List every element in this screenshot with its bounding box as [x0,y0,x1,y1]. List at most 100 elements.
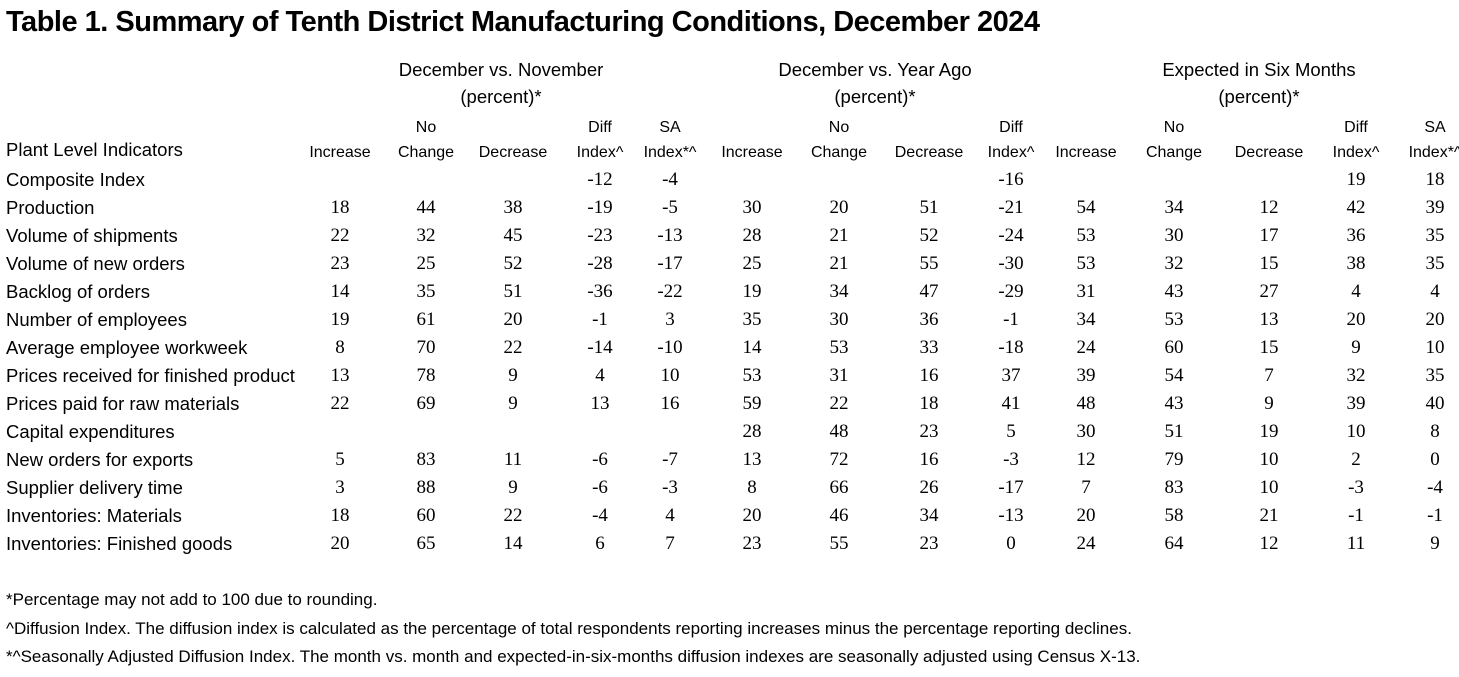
table-cell: 18 [1425,169,1445,190]
table-cell: 39 [1076,365,1096,386]
row-label: Prices received for finished product [6,365,295,386]
table-cell: 11 [503,449,523,470]
column-header-top: Diff [999,119,1023,136]
table-cell: 38 [1346,253,1366,274]
table-cell: 48 [829,421,849,442]
footnote-rounding: *Percentage may not add to 100 due to ro… [6,590,378,609]
column-header-top: No [415,119,437,136]
table-cell: -3 [1003,449,1019,470]
table-cell: 10 [1425,337,1445,358]
column-header-bottom: Index*^ [1408,144,1459,161]
column-header-top: No [1163,119,1185,136]
table-cell: 8 [747,477,757,498]
table-cell: -7 [662,449,678,470]
group-header-month-vs-month: December vs. November (percent)* [386,56,616,110]
table-cell: -1 [592,309,608,330]
table-cell: -17 [657,253,683,274]
table-cell: 24 [1076,337,1096,358]
table-cell: 6 [595,533,605,554]
table-cell: 23 [330,253,350,274]
table-cell: 20 [742,505,762,526]
column-header-bottom: Change [810,144,868,161]
table-cell: 23 [919,421,939,442]
table-cell: 32 [416,225,436,246]
table-cell: 40 [1425,393,1445,414]
table-cell: 19 [742,281,762,302]
table-cell: -19 [587,197,613,218]
table-cell: 35 [1425,365,1445,386]
column-header: Increase [1038,115,1134,165]
table-title: Table 1. Summary of Tenth District Manuf… [6,6,1040,38]
table-cell: 22 [330,393,350,414]
table-cell: 37 [1001,365,1021,386]
table-cell: 14 [330,281,350,302]
table-cell: 59 [742,393,762,414]
table-cell: -10 [657,337,683,358]
table-cell: 13 [330,365,350,386]
table-cell: 53 [1164,309,1184,330]
table-cell: -1 [1427,505,1443,526]
table-cell: 16 [919,365,939,386]
table-cell: 14 [503,533,523,554]
column-header-bottom: Index^ [1332,144,1380,161]
table-cell: 30 [829,309,849,330]
table-cell: 9 [508,477,518,498]
table-cell: 53 [829,337,849,358]
table-cell: 3 [665,309,675,330]
row-label: Composite Index [6,169,145,190]
column-header: SA Index*^ [1387,115,1459,165]
table-cell: 52 [919,225,939,246]
table-cell: 30 [1164,225,1184,246]
table-cell: 13 [742,449,762,470]
table-cell: 21 [829,225,849,246]
table-cell: 53 [1076,253,1096,274]
table-cell: 33 [919,337,939,358]
column-header-bottom: Increase [1055,144,1117,161]
table-cell: 44 [416,197,436,218]
column-header-bottom: Index*^ [643,144,697,161]
table-cell: 52 [503,253,523,274]
column-header: Decrease [881,115,977,165]
table-cell: 51 [1164,421,1184,442]
table-cell: 7 [665,533,675,554]
table-cell: 9 [1351,337,1361,358]
table-cell: -17 [998,477,1024,498]
table-cell: -14 [587,337,613,358]
table-cell: 4 [1430,281,1440,302]
table-cell: 10 [1259,449,1279,470]
table-cell: 26 [919,477,939,498]
table-cell: 39 [1425,197,1445,218]
table-cell: 41 [1001,393,1021,414]
table-cell: 9 [1430,533,1440,554]
column-header-bottom: Increase [309,144,371,161]
table-cell: 79 [1164,449,1184,470]
row-label: Backlog of orders [6,281,150,302]
table-cell: -22 [657,281,683,302]
table-cell: -18 [998,337,1024,358]
table-cell: 9 [1264,393,1274,414]
table-cell: 25 [742,253,762,274]
table-cell: 46 [829,505,849,526]
column-header-bottom: Increase [721,144,783,161]
table-cell: 61 [416,309,436,330]
table-cell: 10 [660,365,680,386]
table-cell: 27 [1259,281,1279,302]
table-cell: 23 [742,533,762,554]
column-header-top: SA [1424,119,1446,136]
column-header: SA Index*^ [622,115,718,165]
table-cell: -1 [1348,505,1364,526]
column-header-bottom: Index^ [576,144,624,161]
column-header: Diff Index^ [1308,115,1404,165]
table-cell: 55 [919,253,939,274]
column-header-top: No [828,119,850,136]
table-cell: 36 [919,309,939,330]
table-cell: 60 [416,505,436,526]
table-cell: 13 [1259,309,1279,330]
table-cell: 12 [1259,533,1279,554]
table-cell: 35 [1425,225,1445,246]
table-cell: -6 [592,477,608,498]
column-header-top: Diff [588,119,612,136]
table-cell: 12 [1259,197,1279,218]
table-cell: -23 [587,225,613,246]
table-cell: 18 [919,393,939,414]
